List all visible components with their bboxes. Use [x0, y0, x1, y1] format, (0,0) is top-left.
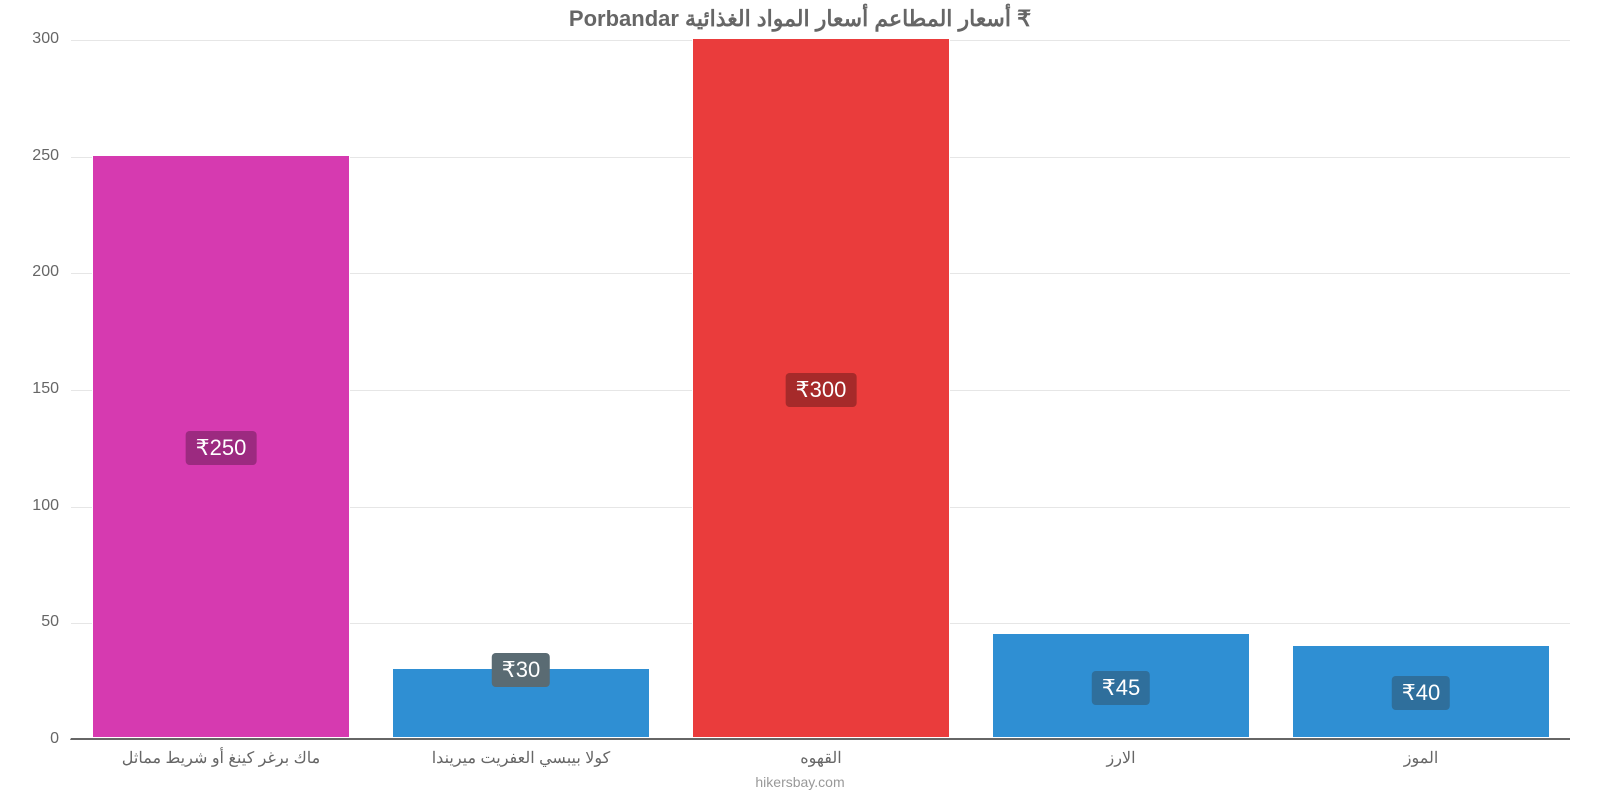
credit-text: hikersbay.com — [0, 774, 1600, 790]
y-tick-label: 200 — [1, 263, 59, 281]
value-badge: ₹300 — [786, 373, 857, 407]
value-badge: ₹30 — [492, 653, 550, 687]
y-tick-label: 300 — [1, 30, 59, 48]
x-tick-label: الارز — [1106, 748, 1135, 768]
value-badge: ₹250 — [186, 431, 257, 465]
x-tick-label: كولا بيبسي العفريت ميريندا — [432, 748, 611, 768]
y-tick-label: 0 — [1, 730, 59, 748]
plot-area: 050100150200250300₹250ماك برغر كينغ أو ش… — [70, 40, 1570, 740]
chart-title: ₹ أسعار المطاعم أسعار المواد الغذائية Po… — [0, 6, 1600, 32]
y-tick-label: 50 — [1, 613, 59, 631]
price-chart: ₹ أسعار المطاعم أسعار المواد الغذائية Po… — [0, 0, 1600, 800]
x-tick-label: القهوه — [800, 748, 841, 768]
value-badge: ₹45 — [1092, 671, 1150, 705]
value-badge: ₹40 — [1392, 676, 1450, 710]
y-tick-label: 250 — [1, 147, 59, 165]
x-tick-label: ماك برغر كينغ أو شريط مماثل — [122, 748, 320, 768]
y-tick-label: 150 — [1, 380, 59, 398]
x-tick-label: الموز — [1404, 748, 1439, 768]
y-tick-label: 100 — [1, 497, 59, 515]
